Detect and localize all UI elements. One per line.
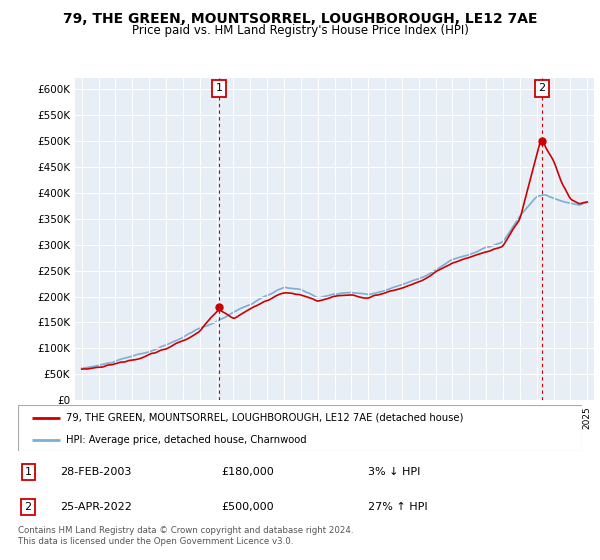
Text: 79, THE GREEN, MOUNTSORREL, LOUGHBOROUGH, LE12 7AE (detached house): 79, THE GREEN, MOUNTSORREL, LOUGHBOROUGH… bbox=[66, 413, 463, 423]
Text: 3% ↓ HPI: 3% ↓ HPI bbox=[368, 466, 420, 477]
Text: Contains HM Land Registry data © Crown copyright and database right 2024.
This d: Contains HM Land Registry data © Crown c… bbox=[18, 526, 353, 546]
Text: 1: 1 bbox=[25, 466, 32, 477]
Text: £180,000: £180,000 bbox=[221, 466, 274, 477]
Text: 28-FEB-2003: 28-FEB-2003 bbox=[60, 466, 131, 477]
Text: 79, THE GREEN, MOUNTSORREL, LOUGHBOROUGH, LE12 7AE: 79, THE GREEN, MOUNTSORREL, LOUGHBOROUGH… bbox=[63, 12, 537, 26]
Text: 25-APR-2022: 25-APR-2022 bbox=[60, 502, 132, 512]
Text: 1: 1 bbox=[215, 83, 223, 93]
Text: Price paid vs. HM Land Registry's House Price Index (HPI): Price paid vs. HM Land Registry's House … bbox=[131, 24, 469, 37]
Text: 27% ↑ HPI: 27% ↑ HPI bbox=[368, 502, 427, 512]
Text: 2: 2 bbox=[25, 502, 32, 512]
Text: HPI: Average price, detached house, Charnwood: HPI: Average price, detached house, Char… bbox=[66, 435, 307, 445]
FancyBboxPatch shape bbox=[18, 405, 582, 451]
Text: £500,000: £500,000 bbox=[221, 502, 274, 512]
Text: 2: 2 bbox=[538, 83, 545, 93]
